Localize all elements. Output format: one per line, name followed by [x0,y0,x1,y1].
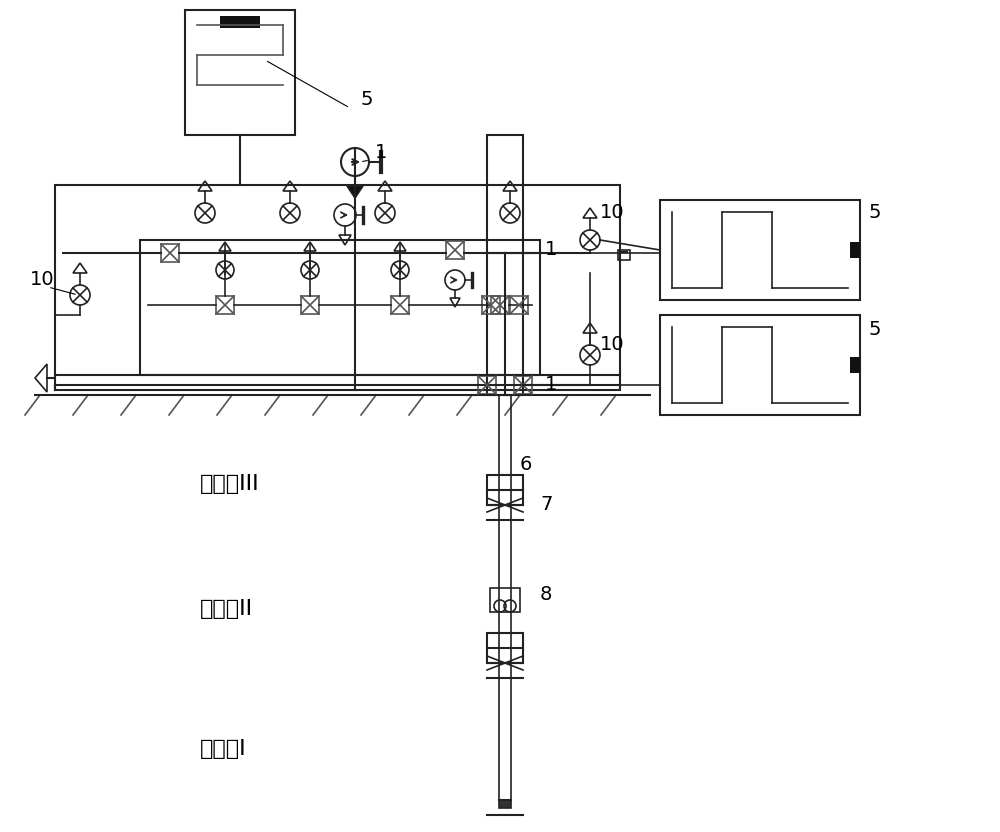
Bar [510,296,528,314]
Bar [391,296,409,314]
Bar [482,296,500,314]
Bar [140,240,540,375]
Text: 8: 8 [540,585,552,604]
Text: 5: 5 [360,90,372,109]
Bar [487,633,523,663]
Bar [478,376,496,394]
Text: 10: 10 [30,270,55,289]
Bar [220,16,260,28]
Bar [185,10,295,135]
Text: 7: 7 [540,495,552,514]
Bar [490,588,520,612]
Bar [660,315,860,415]
Bar [55,185,620,390]
Bar [618,250,630,260]
Bar [487,135,523,395]
Text: 1: 1 [545,240,557,259]
Text: 1: 1 [375,143,387,162]
Text: 10: 10 [600,335,625,354]
Polygon shape [347,186,363,198]
Text: 5: 5 [868,203,881,222]
Bar [446,241,464,259]
Bar [216,296,234,314]
Bar [514,376,532,394]
Text: 注聚层II: 注聚层II [200,599,253,619]
Text: 注聚层III: 注聚层III [200,474,260,494]
Bar [301,296,319,314]
Text: 5: 5 [868,320,881,339]
Bar [161,244,179,262]
Text: 注聚层I: 注聚层I [200,739,247,759]
Text: 10: 10 [600,203,625,222]
Bar [850,357,860,373]
Text: 1: 1 [545,375,557,394]
Bar [499,800,511,808]
Text: 6: 6 [520,455,532,474]
Bar [487,475,523,505]
Bar [491,296,509,314]
Bar [850,242,860,258]
Bar [660,200,860,300]
